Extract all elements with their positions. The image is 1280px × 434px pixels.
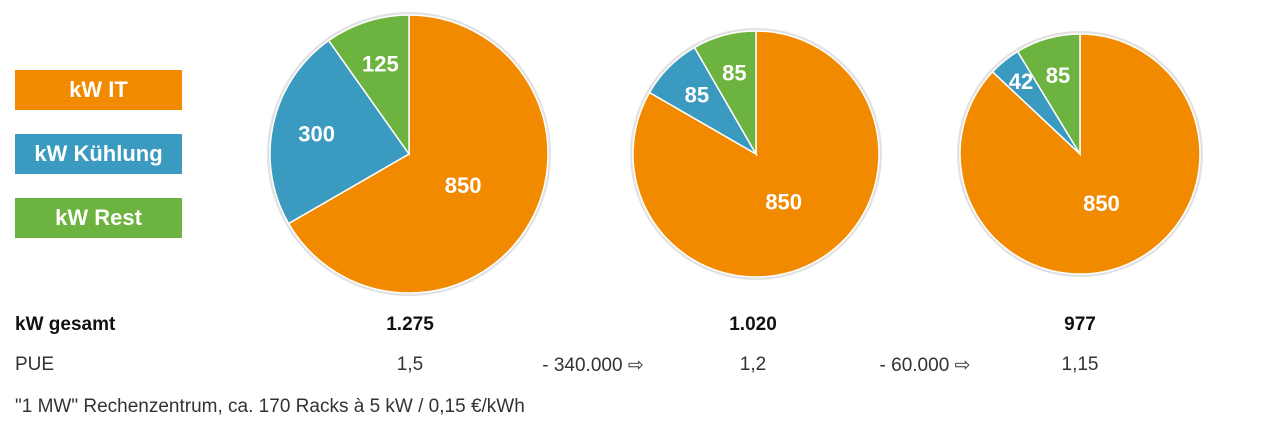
pie-charts: 850 300 125 850 85 85 850 42 85 bbox=[267, 12, 1203, 296]
pie-3-slice-it bbox=[959, 33, 1201, 275]
pie-3-label-kuehlung: 42 bbox=[1009, 69, 1033, 94]
savings-1: - 340.000 ⇨ bbox=[542, 355, 644, 376]
pue-label: PUE bbox=[15, 354, 55, 375]
pie-2-label-rest: 85 bbox=[722, 61, 746, 86]
pue-value-3: 1,15 bbox=[1061, 354, 1099, 375]
pie-outline bbox=[957, 31, 1203, 277]
total-value-2: 1.020 bbox=[729, 314, 777, 335]
pie-3-slice-rest bbox=[1016, 33, 1081, 157]
pie-chart-3: 850 42 85 bbox=[957, 31, 1203, 277]
pie-3-label-it: 850 bbox=[1083, 191, 1120, 216]
pie-outline bbox=[267, 12, 551, 296]
total-label: kW gesamt bbox=[15, 314, 116, 335]
pie-chart-1: 850 300 125 bbox=[267, 12, 551, 296]
total-value-1: 1.275 bbox=[386, 314, 434, 335]
pue-value-1: 1,5 bbox=[396, 354, 424, 375]
pie-outline bbox=[630, 28, 882, 280]
footnote: "1 MW" Rechenzentrum, ca. 170 Racks à 5 … bbox=[15, 396, 525, 417]
legend-item-kw-rest: kW Rest bbox=[15, 198, 182, 238]
pie-2-slice-rest bbox=[693, 30, 757, 157]
pue-value-2: 1,2 bbox=[739, 354, 767, 375]
pie-2-label-it: 850 bbox=[765, 189, 802, 214]
legend-item-kw-it: kW IT bbox=[15, 70, 182, 110]
savings-2: - 60.000 ⇨ bbox=[879, 355, 971, 376]
pie-1-label-kuehlung: 300 bbox=[298, 121, 335, 146]
pie-chart-2: 850 85 85 bbox=[630, 28, 882, 280]
pie-1-label-rest: 125 bbox=[362, 51, 399, 76]
pie-1-slice-kuehlung bbox=[269, 39, 411, 225]
pie-1-slice-rest bbox=[327, 14, 410, 157]
pie-3-label-rest: 85 bbox=[1046, 63, 1070, 88]
total-value-3: 977 bbox=[1064, 314, 1096, 335]
pie-2-label-kuehlung: 85 bbox=[685, 82, 709, 107]
legend-item-kw-kuehlung: kW Kühlung bbox=[15, 134, 182, 174]
pie-1-label-it: 850 bbox=[445, 173, 482, 198]
pie-1-slice-it bbox=[287, 14, 549, 294]
